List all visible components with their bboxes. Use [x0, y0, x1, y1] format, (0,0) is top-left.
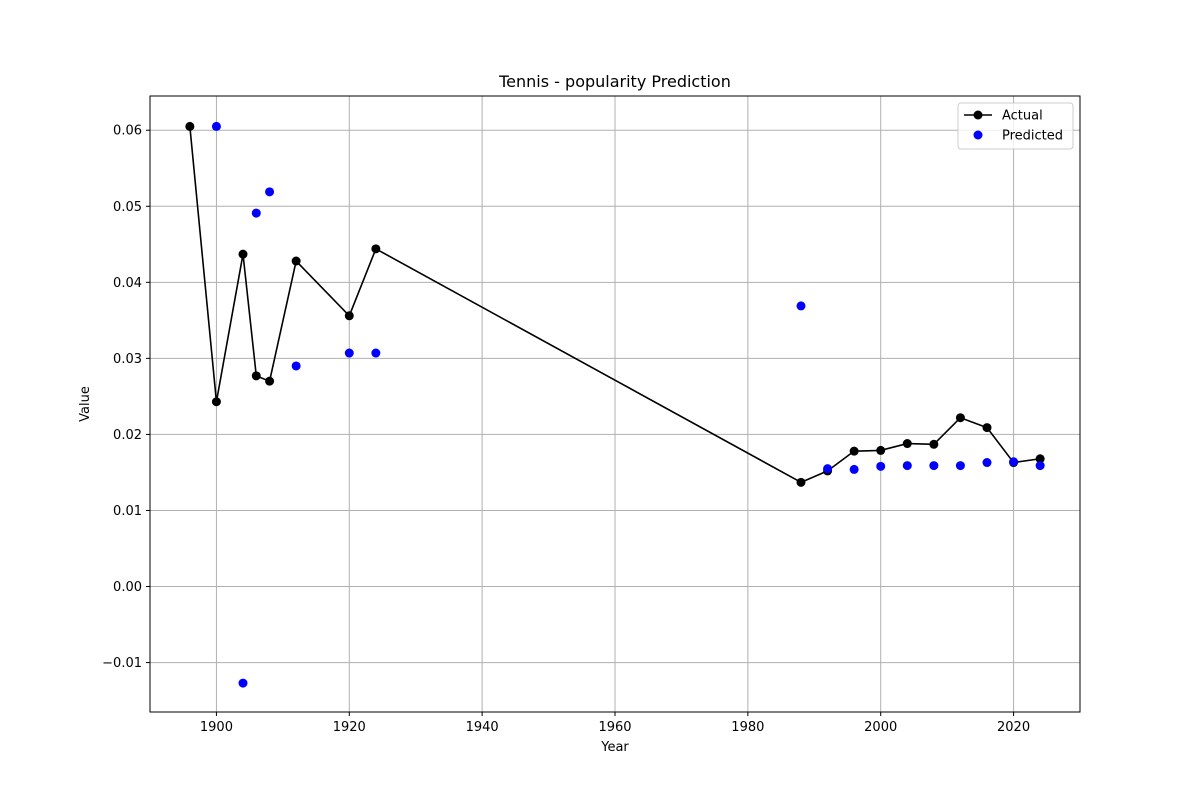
y-tick-label: 0.02	[113, 428, 142, 443]
legend-actual-label: Actual	[1002, 109, 1043, 124]
x-tick-label: 1900	[200, 720, 233, 735]
legend-predicted-label: Predicted	[1002, 129, 1063, 144]
y-tick-label: 0.03	[113, 352, 142, 367]
y-tick-label: 0.00	[113, 580, 142, 595]
legend-predicted-marker	[973, 130, 983, 140]
legend-actual-marker	[973, 110, 983, 120]
actual-point	[955, 413, 965, 423]
actual-point	[291, 256, 301, 266]
predicted-point	[982, 458, 992, 468]
x-tick-label: 1980	[731, 720, 764, 735]
x-axis-label: Year	[600, 740, 629, 755]
y-tick-label: −0.01	[102, 656, 142, 671]
predicted-point	[211, 121, 221, 131]
actual-point	[1035, 454, 1045, 464]
y-tick-label: 0.06	[113, 124, 142, 139]
x-tick-label: 1940	[466, 720, 499, 735]
actual-point	[251, 371, 261, 381]
predicted-point	[902, 461, 912, 471]
predicted-point	[955, 461, 965, 471]
predicted-point	[238, 678, 248, 688]
y-tick-label: 0.04	[113, 276, 142, 291]
predicted-point	[876, 461, 886, 471]
actual-series-line	[189, 126, 1041, 484]
predicted-point	[291, 361, 301, 371]
actual-point	[796, 477, 806, 487]
actual-point	[185, 121, 195, 131]
predicted-point	[344, 348, 354, 358]
predicted-point	[1009, 457, 1019, 467]
actual-point	[982, 423, 992, 433]
predicted-point	[796, 301, 806, 311]
x-tick-label: 2000	[864, 720, 897, 735]
actual-point	[929, 439, 939, 449]
predicted-point	[1035, 461, 1045, 471]
predicted-point	[929, 461, 939, 471]
actual-point	[849, 446, 859, 456]
actual-point	[265, 376, 275, 386]
grid-layer	[150, 96, 1080, 712]
y-tick-label: 0.01	[113, 504, 142, 519]
x-tick-label: 2020	[997, 720, 1030, 735]
x-tick-label: 1920	[333, 720, 366, 735]
y-tick-label: 0.05	[113, 200, 142, 215]
predicted-point	[265, 187, 275, 197]
x-tick-label: 1960	[598, 720, 631, 735]
actual-point	[371, 244, 381, 254]
chart-title: Tennis - popularity Prediction	[498, 72, 731, 91]
predicted-point	[371, 348, 381, 358]
actual-point	[238, 249, 248, 259]
actual-point	[211, 397, 221, 407]
data-layer	[185, 121, 1045, 688]
actual-point	[902, 439, 912, 449]
tick-layer: 1900 1920 1940 1960 1980 2000 2020 −0.01 0.00 0.0…	[102, 124, 1030, 735]
y-axis-label: Value	[78, 386, 93, 422]
actual-point	[344, 311, 354, 321]
legend: Actual Predicted	[957, 102, 1074, 150]
predicted-point	[251, 208, 261, 218]
predicted-point	[849, 464, 859, 474]
predicted-point	[823, 464, 833, 474]
actual-point	[876, 445, 886, 455]
